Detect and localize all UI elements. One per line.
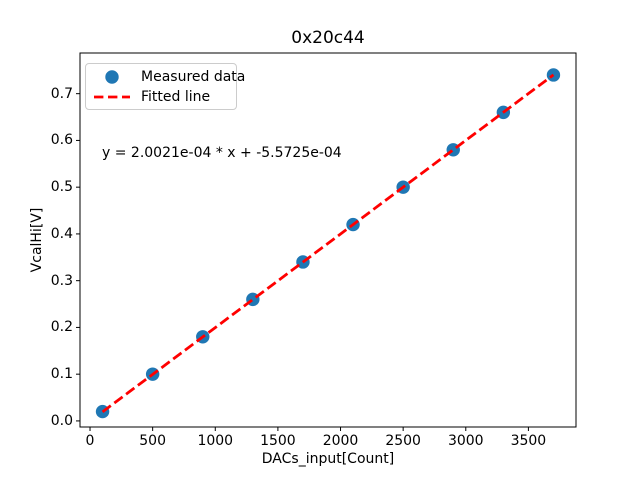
y-tick-label: 0.2 [50,319,73,336]
fitted-line [101,73,555,413]
y-tick-label: 0.7 [50,85,73,102]
x-axis-label: DACs_input[Count] [261,451,395,467]
legend-item-fitted-line: Fitted line [92,87,236,107]
y-tick-label: 0.6 [50,132,73,149]
chart-title: 0x20c44 [291,28,365,48]
scatter-marker-icon [105,70,119,84]
y-axis-label: VcalHi[V] [29,207,45,273]
legend-label: Measured data [141,69,246,85]
x-tick-label: 2000 [322,433,359,449]
legend-item-measured-data: Measured data [92,67,245,87]
x-tick-label: 3000 [447,433,484,449]
y-tick-label: 0.4 [50,225,73,242]
y-tick-label: 0.0 [50,412,73,429]
y-tick-label: 0.1 [50,366,73,383]
x-tick-label: 2500 [385,433,421,449]
dashed-line-icon [94,95,130,99]
x-tick-label: 1500 [260,433,296,449]
y-tick-label: 0.5 [50,179,73,196]
fit-equation-annotation: y = 2.0021e-04 * x + -5.5725e-04 [102,145,342,161]
legend: Measured data Fitted line [85,63,245,110]
axes-frame [79,52,577,428]
y-tick-label: 0.3 [50,272,73,289]
x-tick-label: 3500 [510,433,547,449]
legend-label: Fitted line [141,89,211,105]
x-tick-label: 500 [139,433,166,449]
x-tick-label: 0 [85,433,95,449]
x-tick-label: 1000 [197,433,234,449]
